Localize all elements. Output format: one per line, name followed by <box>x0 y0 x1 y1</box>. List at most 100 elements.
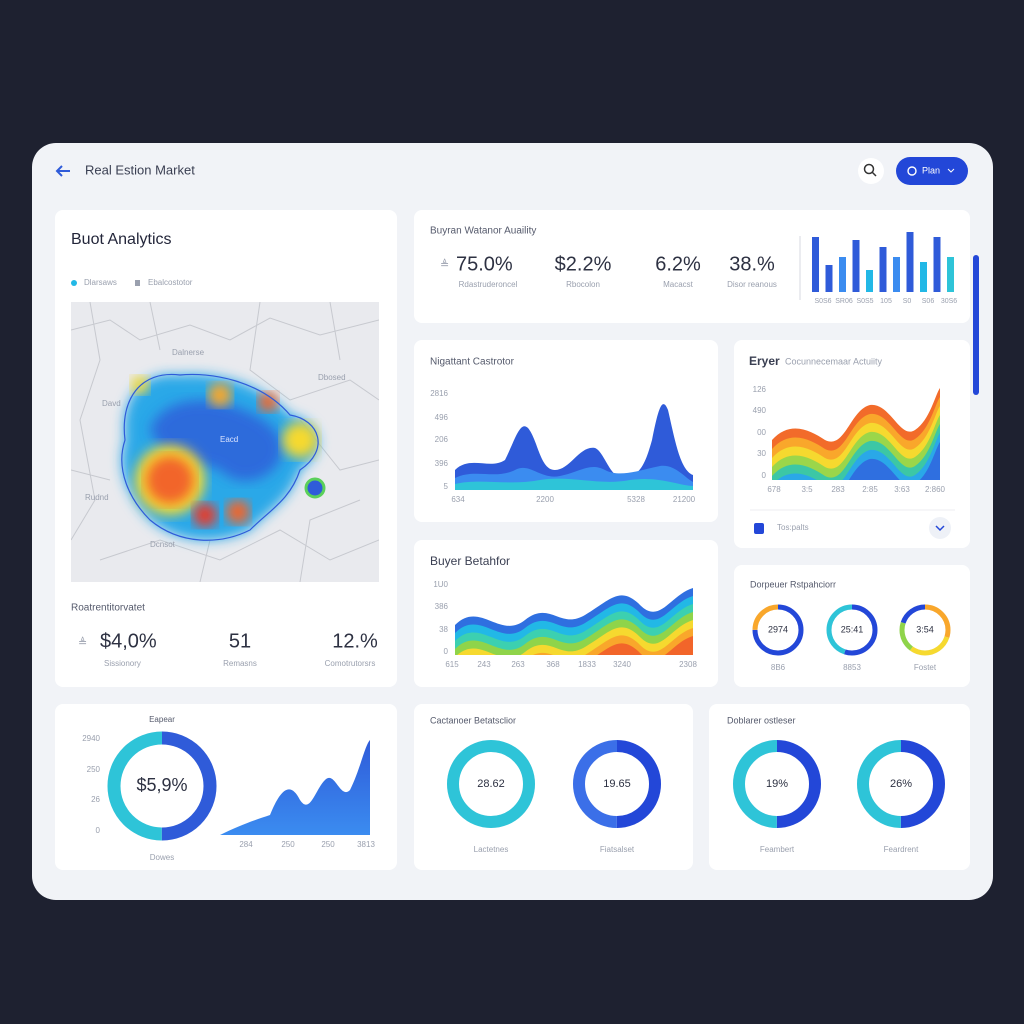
y-tick-label: 0 <box>444 647 449 656</box>
donut-value: $5,9% <box>136 775 187 795</box>
donut-arc <box>752 604 804 656</box>
map-label: Dalnerse <box>172 348 205 357</box>
donut-label: Feardrent <box>884 845 919 854</box>
donut-arc <box>107 731 217 841</box>
bar <box>866 270 873 292</box>
donut-value: 19.65 <box>603 778 631 790</box>
expand-button[interactable] <box>929 517 951 539</box>
search-icon <box>871 171 877 177</box>
y-tick-label: 26 <box>91 795 100 804</box>
x-tick-label: 284 <box>239 840 253 849</box>
x-tick-label: SR06 <box>835 298 853 305</box>
x-tick-label: 2308 <box>679 660 697 669</box>
x-tick-label: 368 <box>546 660 560 669</box>
legend-label: Ebalcostotor <box>148 278 193 287</box>
y-tick-label: 00 <box>757 428 766 437</box>
ring-card <box>734 565 970 687</box>
wave-layer <box>455 404 693 490</box>
stat-label: Rbocolon <box>566 280 600 289</box>
heat-spot <box>282 422 318 458</box>
donut-label: Feambert <box>760 845 795 854</box>
heat-spot <box>258 392 278 412</box>
bar-chart: S0S6 SR06 S0S5 105 S0 S06 30S6 <box>812 232 957 305</box>
donut-label: Dowes <box>150 853 174 862</box>
bar <box>920 262 927 292</box>
x-tick-label: 30S6 <box>941 298 957 305</box>
x-tick-label: 678 <box>767 485 781 494</box>
y-tick-label: 490 <box>753 406 767 415</box>
page-title: Real Estion Market <box>85 162 195 177</box>
section-label: Roatrentitorvatet <box>71 603 145 614</box>
x-tick-label: 3813 <box>357 840 375 849</box>
back-button[interactable] <box>55 165 70 177</box>
x-tick-label: 3240 <box>613 660 631 669</box>
map-borders <box>71 302 379 582</box>
stat-value: $2.2% <box>555 253 612 275</box>
heat-spot <box>193 503 217 527</box>
bar <box>893 257 900 292</box>
stat-label: Macacst <box>663 280 694 289</box>
donut-value: 3:54 <box>916 624 934 634</box>
map <box>71 302 379 582</box>
wave-layer <box>772 424 940 480</box>
stat-value: 75.0% <box>456 253 513 275</box>
y-tick-label: 5 <box>444 482 449 491</box>
donut-value: 28.62 <box>477 778 505 790</box>
donut-arc <box>733 740 821 828</box>
y-tick-label: 206 <box>435 435 449 444</box>
x-tick-label: 3:63 <box>894 485 910 494</box>
bar <box>812 237 819 292</box>
donut-label: Fostet <box>914 663 937 672</box>
card-title: Buyer Betahfor <box>430 554 510 568</box>
stat-label: Remasns <box>223 659 257 668</box>
x-tick-label: 250 <box>281 840 295 849</box>
x-tick-label: 2:860 <box>925 485 946 494</box>
stat-value: 12.% <box>332 630 378 652</box>
rainbow-area <box>772 388 940 480</box>
card-title: Eryer <box>749 354 780 368</box>
wave-layer <box>597 636 693 655</box>
rainbow-area <box>455 588 693 655</box>
bar <box>947 257 954 292</box>
stat-label: Rdastruderoncel <box>459 280 518 289</box>
map-label: Dcnsot <box>150 540 176 549</box>
legend-dot <box>135 280 140 286</box>
donut-label: 8853 <box>843 663 861 672</box>
card-title: Cactanoer Betatsclior <box>430 715 516 725</box>
map-marker[interactable] <box>304 477 326 499</box>
x-tick-label: 2200 <box>536 495 554 504</box>
bar <box>879 247 887 292</box>
scrollbar[interactable] <box>973 255 979 395</box>
summary-card <box>414 210 970 323</box>
heat-spot <box>146 456 194 504</box>
bar <box>852 240 860 292</box>
donut-arc <box>447 740 535 828</box>
stat-label: Comotrutorsrs <box>325 659 376 668</box>
card-title: Eapear <box>149 715 175 724</box>
donut-label: 8B6 <box>771 663 786 672</box>
donut-value: 26% <box>890 778 912 790</box>
donut-arc <box>573 740 661 828</box>
donut-arc <box>899 604 951 656</box>
region-outline <box>121 373 319 541</box>
x-tick-label: 1833 <box>578 660 596 669</box>
x-tick-label: 2:85 <box>862 485 878 494</box>
plan-button[interactable] <box>896 157 968 185</box>
stat-value: 6.2% <box>655 253 701 275</box>
search-button[interactable] <box>858 158 884 184</box>
heat-zone <box>150 400 282 481</box>
y-tick-label: 126 <box>753 385 767 394</box>
donut-value: 25:41 <box>841 624 864 634</box>
x-tick-label: 5328 <box>627 495 645 504</box>
donut-label: Fiatsalset <box>600 845 635 854</box>
y-tick-label: 2816 <box>430 389 448 398</box>
wave-area <box>455 404 693 490</box>
stat-value: 38.% <box>729 253 775 275</box>
x-tick-label: 263 <box>511 660 525 669</box>
map-label: Dbosed <box>318 373 346 382</box>
footer-label: Tos:palts <box>777 523 809 532</box>
map-label: Eacd <box>220 435 238 444</box>
bar <box>906 232 914 292</box>
bar <box>825 265 833 292</box>
x-tick-label: 634 <box>451 495 465 504</box>
